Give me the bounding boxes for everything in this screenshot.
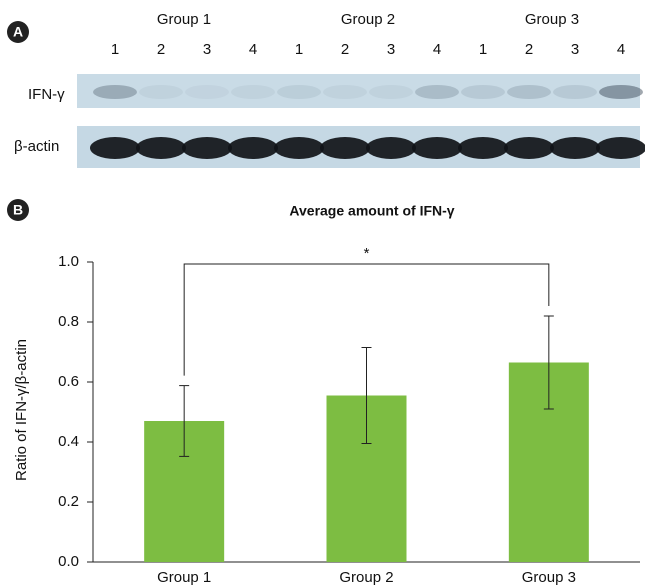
blot-band bbox=[504, 137, 554, 159]
lane-number: 1 bbox=[111, 41, 119, 58]
blot-band bbox=[458, 137, 508, 159]
lane-number: 1 bbox=[479, 41, 487, 58]
lane-number: 2 bbox=[341, 41, 349, 58]
y-tick-label: 0.6 bbox=[58, 373, 79, 390]
lane-number: 2 bbox=[525, 41, 533, 58]
y-tick-label: 0.4 bbox=[58, 433, 79, 450]
blot-band bbox=[185, 85, 229, 99]
y-axis-label: Ratio of IFN-γ/β-actin bbox=[13, 339, 30, 481]
blot-band bbox=[93, 85, 137, 99]
blot-band bbox=[550, 137, 600, 159]
lane-number: 3 bbox=[571, 41, 579, 58]
blot-band bbox=[553, 85, 597, 99]
blot-band bbox=[277, 85, 321, 99]
blot-band bbox=[182, 137, 232, 159]
blot-band bbox=[231, 85, 275, 99]
x-tick-label: Group 1 bbox=[157, 569, 211, 586]
panel-label: A bbox=[13, 24, 23, 40]
lane-number: 3 bbox=[387, 41, 395, 58]
y-tick-label: 0.0 bbox=[58, 553, 79, 570]
panel-label: B bbox=[13, 202, 23, 218]
y-tick-label: 0.2 bbox=[58, 493, 79, 510]
blot-band bbox=[596, 137, 645, 159]
blot-band bbox=[228, 137, 278, 159]
lane-number: 3 bbox=[203, 41, 211, 58]
blot-band bbox=[136, 137, 186, 159]
x-tick-label: Group 2 bbox=[339, 569, 393, 586]
blot-band bbox=[320, 137, 370, 159]
blot-band bbox=[599, 85, 643, 99]
y-tick-label: 1.0 bbox=[58, 253, 79, 270]
chart-title: Average amount of IFN-γ bbox=[289, 203, 454, 219]
blot-band bbox=[274, 137, 324, 159]
lane-number: 1 bbox=[295, 41, 303, 58]
blot-band bbox=[323, 85, 367, 99]
blot-band bbox=[369, 85, 413, 99]
blot-band bbox=[461, 85, 505, 99]
lane-number: 4 bbox=[617, 41, 625, 58]
x-tick-label: Group 3 bbox=[522, 569, 576, 586]
group-label: Group 1 bbox=[157, 11, 211, 28]
blot-band bbox=[412, 137, 462, 159]
y-tick-label: 0.8 bbox=[58, 313, 79, 330]
group-label: Group 3 bbox=[525, 11, 579, 28]
row-label: IFN-γ bbox=[28, 86, 65, 103]
blot-band bbox=[507, 85, 551, 99]
lane-number: 4 bbox=[249, 41, 257, 58]
lane-number: 4 bbox=[433, 41, 441, 58]
blot-band bbox=[139, 85, 183, 99]
row-label: β-actin bbox=[14, 138, 59, 155]
figure: A IFN-γ β-actin B Average amount of IFN-… bbox=[0, 0, 645, 587]
group-label: Group 2 bbox=[341, 11, 395, 28]
blot-band bbox=[366, 137, 416, 159]
significance-label: * bbox=[364, 245, 370, 262]
blot-band bbox=[90, 137, 140, 159]
lane-number: 2 bbox=[157, 41, 165, 58]
blot-band bbox=[415, 85, 459, 99]
